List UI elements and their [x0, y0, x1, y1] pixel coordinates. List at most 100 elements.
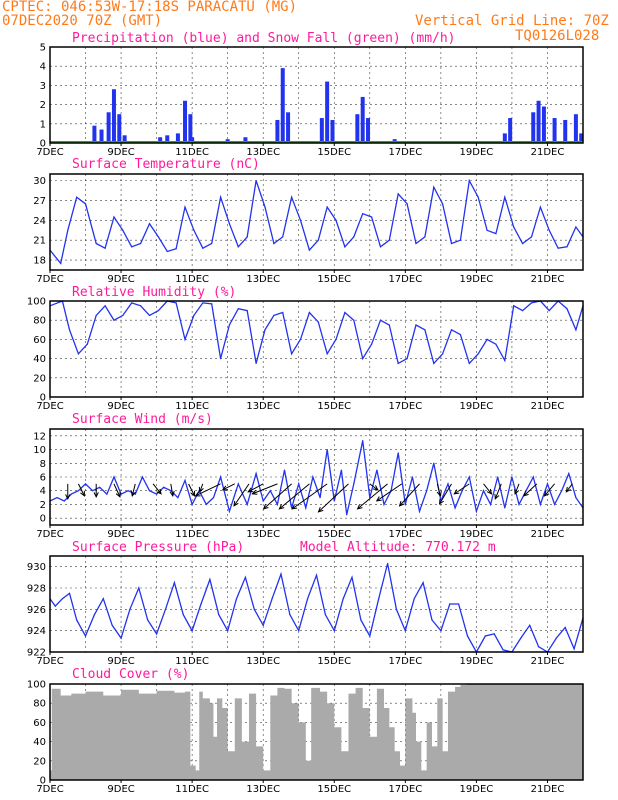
- pressure-data-point: [271, 598, 273, 600]
- rh-title: Relative Humidity (%): [72, 285, 236, 300]
- rh-ytick-label: 100: [27, 297, 46, 308]
- wind-arrow: [318, 483, 349, 513]
- pressure-data-point: [76, 619, 78, 621]
- pressure-data-point: [138, 587, 140, 589]
- pressure-data-point: [466, 635, 469, 637]
- temp-ytick-label: 30: [33, 176, 46, 187]
- temp-data-point: [140, 242, 142, 245]
- cloud-xtick-label: 15DEC: [317, 784, 351, 795]
- wind-arrow: [170, 483, 174, 496]
- precip-bar: [330, 119, 335, 143]
- wind-arrow-head: [356, 504, 363, 510]
- pressure-data-point: [68, 592, 71, 594]
- cloud-cover-area: [50, 684, 583, 780]
- wind-arrow-head: [262, 504, 269, 510]
- rh-data-point: [104, 305, 106, 307]
- wind-arrow-head: [375, 496, 382, 502]
- temp-xtick-label: 15DEC: [317, 274, 351, 285]
- wind-data-point: [237, 483, 239, 485]
- temp-ytick-label: 24: [33, 216, 46, 227]
- temp-data-point: [521, 242, 524, 245]
- temp-xtick-label: 13DEC: [246, 274, 280, 285]
- pressure-data-point: [102, 598, 104, 600]
- precip-bar: [573, 114, 578, 143]
- temp-data-point: [122, 229, 124, 231]
- pressure-data-point: [307, 598, 309, 600]
- pressure-data-point: [164, 608, 167, 610]
- temp-data-point: [175, 248, 177, 250]
- cloud-frame: [49, 683, 584, 781]
- rh-data-point: [566, 308, 568, 310]
- wind-xtick-label: 19DEC: [460, 529, 494, 540]
- cloud-ytick-label: 20: [33, 756, 46, 767]
- wind-data-point: [99, 486, 101, 488]
- rh-ytick-label: 60: [33, 335, 46, 346]
- precip-ytick-label: 2: [40, 100, 46, 111]
- temp-data-point: [335, 219, 337, 221]
- pressure-data-point: [564, 626, 566, 629]
- temp-data-point: [67, 229, 69, 231]
- wind-title: Surface Wind (m/s): [72, 412, 213, 427]
- pressure-data-point: [493, 633, 495, 635]
- wind-xtick-label: 15DEC: [317, 529, 351, 540]
- rh-data-point: [513, 305, 515, 307]
- precip-bar: [106, 112, 111, 143]
- pressure-data-point: [93, 614, 96, 616]
- rh-data-point: [477, 353, 479, 355]
- wind-arrow: [195, 483, 221, 497]
- pressure-data-point: [111, 624, 113, 626]
- pressure-data-point: [555, 637, 557, 639]
- temp-data-point: [317, 239, 319, 241]
- precip-bar: [188, 114, 193, 143]
- precip-bar: [122, 135, 127, 143]
- wind-data-point: [340, 469, 342, 471]
- cloud-ytick-label: 0: [40, 776, 46, 787]
- precip-xtick-label: 15DEC: [317, 147, 351, 158]
- wind-arrow-head: [130, 490, 136, 497]
- rh-xtick-label: 17DEC: [388, 401, 422, 412]
- pressure-data-point: [280, 573, 282, 575]
- wind-arrow: [376, 483, 403, 502]
- header-grid-note: Vertical Grid Line: 70Z: [415, 13, 609, 29]
- precip-xtick-label: 7DEC: [36, 147, 63, 158]
- wind-arrow-head: [398, 500, 405, 507]
- wind-data-point: [319, 496, 321, 499]
- pressure-data-point: [209, 578, 211, 581]
- precip-bar: [286, 112, 291, 143]
- pressure-data-point: [342, 598, 344, 600]
- rh-ytick-label: 0: [40, 393, 46, 404]
- rh-xtick-label: 11DEC: [175, 401, 209, 412]
- temp-data-point: [495, 232, 497, 235]
- wind-xtick-label: 21DEC: [531, 529, 565, 540]
- precip-bar: [563, 119, 568, 143]
- temp-data-point: [246, 236, 248, 238]
- wind-data-point: [468, 476, 470, 478]
- rh-data-point: [424, 329, 426, 331]
- temp-data-point: [157, 236, 159, 238]
- wind-arrow: [483, 483, 492, 495]
- precip-ytick-label: 5: [40, 43, 46, 54]
- wind-data-point: [291, 507, 293, 509]
- rh-data-point: [246, 310, 248, 312]
- pressure-data-point: [54, 605, 56, 607]
- precip-xtick-label: 13DEC: [246, 147, 280, 158]
- wind-data-point: [262, 500, 264, 502]
- rh-xtick-label: 13DEC: [246, 401, 280, 412]
- wind-arrow-head: [65, 494, 71, 501]
- rh-data-point: [326, 353, 328, 355]
- pressure-xtick-label: 19DEC: [460, 656, 494, 667]
- precip-xtick-label: 21DEC: [531, 147, 565, 158]
- wind-data-point: [106, 493, 108, 495]
- wind-data-point: [518, 503, 520, 506]
- temp-data-point: [513, 226, 515, 228]
- rh-frame: [49, 300, 584, 398]
- temp-data-point: [60, 262, 62, 264]
- pressure-data-point: [378, 598, 380, 600]
- temp-data-point: [388, 239, 390, 241]
- rh-data-point: [521, 310, 524, 312]
- wind-arrow: [544, 483, 555, 497]
- pressure-ytick-label: 930: [27, 562, 46, 573]
- wind-data-point: [205, 503, 207, 506]
- pressure-data-point: [395, 608, 398, 610]
